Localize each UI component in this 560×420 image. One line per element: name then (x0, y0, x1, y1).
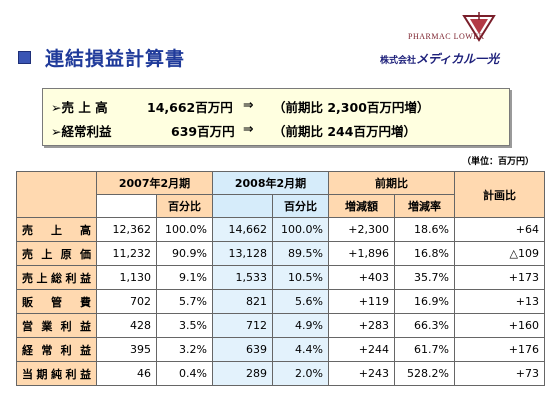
cell-2008-pct: 89.5% (272, 241, 329, 266)
row-label: 当期純利益 (16, 361, 97, 386)
title-row: 連結損益計算書 (18, 44, 185, 71)
cell-2008-pct: 4.9% (272, 313, 329, 338)
table-row: 経常利益 395 3.2% 639 4.4% +244 61.7% +176 (16, 337, 545, 362)
cell-2007-pct: 0.4% (156, 361, 213, 386)
header-blank-cell (16, 171, 97, 218)
cell-2008-value: 14,662 (212, 217, 273, 242)
cell-2007-value: 395 (96, 337, 157, 362)
subheader-pct-2008: 百分比 (272, 194, 329, 218)
cell-plan-ratio: +173 (454, 265, 545, 290)
cell-2007-value: 428 (96, 313, 157, 338)
header-plan-ratio: 計画比 (454, 171, 545, 218)
cell-2008-value: 639 (212, 337, 273, 362)
table-subheader-row: 百分比 百分比 増減額 増減率 (17, 194, 545, 218)
cell-2007-pct: 5.7% (156, 289, 213, 314)
cell-change-amount: +1,896 (328, 241, 395, 266)
pharmaflower-logo-icon (462, 12, 496, 42)
cell-2007-value: 11,232 (96, 241, 157, 266)
table-row: 営業利益 428 3.5% 712 4.9% +283 66.3% +160 (16, 313, 545, 338)
cell-change-amount: +403 (328, 265, 395, 290)
cell-change-rate: 528.2% (394, 361, 455, 386)
page-title: 連結損益計算書 (45, 48, 186, 70)
row-label: 売上原価 (16, 241, 97, 266)
header-2007: 2007年2月期 (96, 171, 213, 195)
logo-company-name: 株式会社メディカル一光 (380, 52, 500, 66)
cell-2007-pct: 9.1% (156, 265, 213, 290)
cell-2008-pct: 100.0% (272, 217, 329, 242)
header-2008: 2008年2月期 (212, 171, 329, 195)
table-row: 当期純利益 46 0.4% 289 2.0% +243 528.2% +73 (16, 361, 545, 386)
cell-2007-pct: 3.5% (156, 313, 213, 338)
cell-2008-value: 712 (212, 313, 273, 338)
cell-plan-ratio: +13 (454, 289, 545, 314)
cell-2007-value: 1,130 (96, 265, 157, 290)
subheader-change-rate: 増減率 (394, 194, 455, 218)
cell-2007-pct: 100.0% (156, 217, 213, 242)
row-label: 経常利益 (16, 337, 97, 362)
table-row: 売上総利益 1,130 9.1% 1,533 10.5% +403 35.7% +173 (16, 265, 545, 290)
cell-change-rate: 35.7% (394, 265, 455, 290)
unit-label: （単位：百万円） (461, 157, 534, 167)
row-label: 売上総利益 (16, 265, 97, 290)
cell-change-amount: +283 (328, 313, 395, 338)
table-row: 売上高 12,362 100.0% 14,662 100.0% +2,300 18.6% +6… (16, 217, 545, 242)
subheader-change-amount: 増減額 (328, 194, 395, 218)
cell-2008-value: 289 (212, 361, 273, 386)
subheader-blank-2007 (96, 194, 157, 218)
cell-change-rate: 61.7% (394, 337, 455, 362)
cell-plan-ratio: +176 (454, 337, 545, 362)
cell-plan-ratio: △109 (454, 241, 545, 266)
cell-change-amount: +244 (328, 337, 395, 362)
cell-2008-pct: 5.6% (272, 289, 329, 314)
logo-brand-text: PHARMAC LOWER (408, 32, 485, 41)
cell-2008-pct: 2.0% (272, 361, 329, 386)
cell-change-amount: +243 (328, 361, 395, 386)
table-row: 売上原価 11,232 90.9% 13,128 89.5% +1,896 16.8% △10… (16, 241, 545, 266)
cell-plan-ratio: +73 (454, 361, 545, 386)
row-label: 営業利益 (16, 313, 97, 338)
summary-box: ➢売 上 高 14,662百万円 ⇒ （前期比 2,300百万円増） ➢経常利益… (42, 88, 510, 146)
cell-2008-value: 821 (212, 289, 273, 314)
cell-plan-ratio: +160 (454, 313, 545, 338)
header-yoy: 前期比 (328, 171, 455, 195)
cell-2007-value: 46 (96, 361, 157, 386)
cell-change-rate: 16.8% (394, 241, 455, 266)
cell-2007-value: 702 (96, 289, 157, 314)
income-statement-table: 2007年2月期 2008年2月期 前期比 計画比 百分比 百分比 増減額 増減… (16, 171, 545, 386)
subheader-blank-2008 (212, 194, 273, 218)
cell-2008-value: 13,128 (212, 241, 273, 266)
cell-change-rate: 66.3% (394, 313, 455, 338)
cell-2007-value: 12,362 (96, 217, 157, 242)
cell-change-rate: 18.6% (394, 217, 455, 242)
cell-2008-pct: 4.4% (272, 337, 329, 362)
company-logo: PHARMAC LOWER 株式会社メディカル一光 (380, 6, 550, 66)
subheader-pct-2007: 百分比 (156, 194, 213, 218)
table-row: 販管費 702 5.7% 821 5.6% +119 16.9% +13 (16, 289, 545, 314)
cell-change-amount: +2,300 (328, 217, 395, 242)
cell-change-amount: +119 (328, 289, 395, 314)
cell-plan-ratio: +64 (454, 217, 545, 242)
cell-2007-pct: 3.2% (156, 337, 213, 362)
cell-2008-value: 1,533 (212, 265, 273, 290)
row-label: 売上高 (16, 217, 97, 242)
cell-2008-pct: 10.5% (272, 265, 329, 290)
cell-2007-pct: 90.9% (156, 241, 213, 266)
table-header-row: 2007年2月期 2008年2月期 前期比 計画比 (16, 171, 545, 218)
cell-change-rate: 16.9% (394, 289, 455, 314)
row-label: 販管費 (16, 289, 97, 314)
square-bullet-icon (18, 51, 31, 64)
